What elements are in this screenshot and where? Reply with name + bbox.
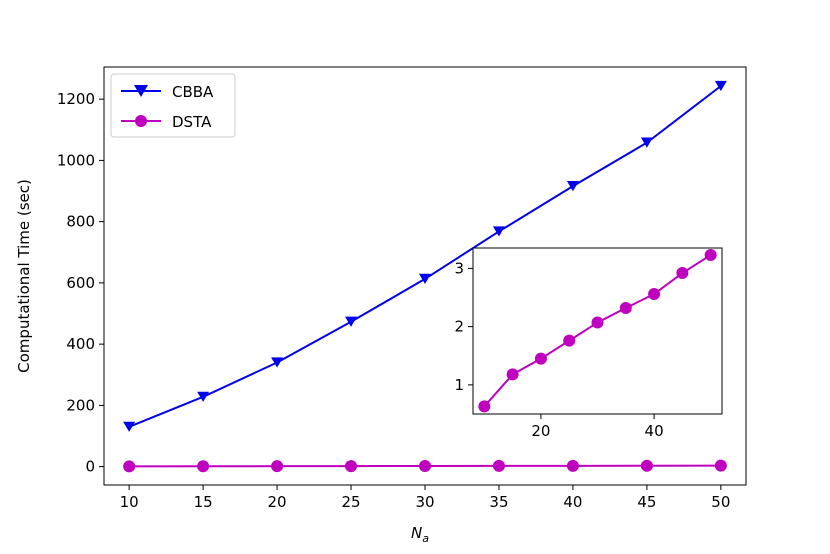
- y-axis-label: Computational Time (sec): [15, 179, 33, 373]
- inset-point-dsta-0: [478, 400, 491, 413]
- inset-axis-ticks: 20 40 1 2 3: [454, 259, 663, 440]
- main-point-dsta-2: [271, 460, 284, 473]
- main-point-dsta-3: [345, 460, 358, 473]
- inset-point-dsta-8: [704, 248, 717, 261]
- main-point-dsta-4: [419, 459, 431, 472]
- main-point-dsta-5: [492, 459, 505, 472]
- main-point-cbba-5: [492, 226, 505, 237]
- main-x-tick-label-6: 40: [563, 493, 582, 511]
- x-axis-label-main: N: [411, 524, 422, 542]
- main-axis-ticks: 10 15 20 25 30 35 40 45 50 0 200 400 600 800 1000 1200: [57, 90, 731, 511]
- main-point-cbba-2: [271, 357, 284, 368]
- main-y-tick-label-2: 400: [66, 335, 95, 353]
- inset-y-tick-label-2: 3: [454, 259, 464, 277]
- main-series: [123, 80, 727, 473]
- main-y-tick-label-4: 800: [66, 213, 95, 231]
- main-x-tick-label-8: 50: [711, 493, 730, 511]
- inset-point-dsta-2: [534, 352, 547, 365]
- legend-marker-dsta: [135, 115, 147, 127]
- legend-label-dsta: DSTA: [172, 113, 212, 131]
- inset-series: [478, 248, 717, 413]
- x-axis-label-sub: a: [422, 532, 429, 545]
- main-point-cbba-1: [197, 391, 210, 402]
- x-axis-label: Na: [411, 524, 429, 545]
- main-y-tick-label-0: 0: [85, 458, 95, 476]
- main-point-cbba-4: [419, 273, 431, 285]
- main-point-cbba-6: [566, 181, 579, 192]
- main-y-tick-label-5: 1000: [57, 151, 95, 169]
- main-x-tick-label-4: 30: [415, 493, 434, 511]
- main-x-tick-label-2: 20: [268, 493, 287, 511]
- inset-point-dsta-6: [648, 288, 661, 301]
- inset-y-tick-label-0: 1: [454, 376, 464, 394]
- inset-plot-frame: [472, 247, 723, 415]
- main-x-tick-label-3: 25: [341, 493, 360, 511]
- main-point-cbba-3: [345, 316, 358, 327]
- main-point-cbba-0: [123, 421, 136, 432]
- legend: CBBA DSTA: [110, 73, 236, 138]
- inset-point-dsta-3: [563, 334, 576, 347]
- main-point-dsta-8: [714, 459, 727, 472]
- main-plot-frame: [103, 66, 747, 486]
- main-point-dsta-1: [197, 460, 210, 473]
- inset-point-dsta-4: [591, 316, 604, 329]
- legend-marker-cbba: [134, 85, 148, 97]
- inset-point-dsta-1: [506, 368, 519, 381]
- inset-plot: 20 40 1 2 3: [454, 247, 723, 440]
- inset-x-tick-label-0: 20: [531, 422, 550, 440]
- inset-point-dsta-5: [619, 301, 632, 314]
- main-x-tick-label-5: 35: [489, 493, 508, 511]
- main-point-cbba-7: [640, 137, 653, 148]
- inset-y-tick-label-1: 2: [454, 318, 464, 336]
- main-y-tick-label-3: 600: [66, 274, 95, 292]
- inset-point-dsta-7: [676, 267, 689, 280]
- main-point-dsta-7: [640, 459, 653, 472]
- main-point-cbba-8: [714, 80, 727, 92]
- main-x-tick-label-1: 15: [194, 493, 213, 511]
- inset-x-tick-label-1: 40: [645, 422, 664, 440]
- main-point-dsta-0: [123, 460, 136, 473]
- main-x-tick-label-0: 10: [120, 493, 139, 511]
- main-point-dsta-6: [566, 459, 579, 472]
- main-y-tick-label-1: 200: [66, 396, 95, 414]
- main-x-tick-label-7: 45: [637, 493, 656, 511]
- legend-label-cbba: CBBA: [172, 83, 214, 101]
- main-y-tick-label-6: 1200: [57, 90, 95, 108]
